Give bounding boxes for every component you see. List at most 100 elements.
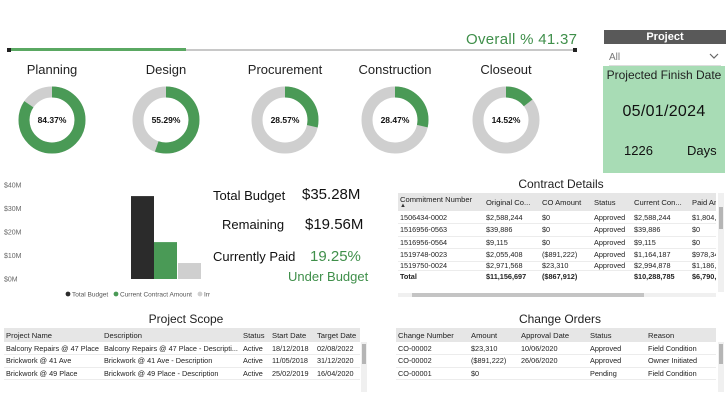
donut-fill (18, 86, 86, 154)
table-row[interactable]: CO-00002 ($891,222) 26/06/2020 Approved Owne… (396, 354, 716, 368)
change-orders-table: Change Number Amount Approval Date Statu… (396, 328, 716, 393)
table-row[interactable]: 1516956-0564 $9,115 $0 Approved $9,115 $0 (398, 236, 716, 249)
table-cell: Approved (592, 261, 632, 271)
phase-title: Procurement (247, 62, 323, 77)
table-row[interactable]: 1506434-0002 $2,588,244 $0 Approved $2,588,2… (398, 211, 716, 224)
budget-status: Under Budget (288, 269, 369, 284)
table-cell: Active (241, 367, 270, 380)
bar-total-budget[interactable] (131, 196, 154, 279)
table-cell: 10/06/2020 (519, 342, 588, 355)
remaining-value: $19.56M (305, 216, 364, 233)
table-header-row: Commitment Number ▲ Original Co... CO Amo… (398, 193, 716, 211)
column-header[interactable]: Approval Date (519, 328, 588, 342)
scope-vertical-scrollbar[interactable] (361, 342, 367, 392)
table-header-row: Change Number Amount Approval Date Statu… (396, 328, 716, 342)
column-header[interactable]: Change Number (396, 328, 469, 342)
phase-donut: 28.47% (361, 86, 429, 154)
table-cell: 25/02/2019 (270, 367, 315, 380)
table-row[interactable]: 1519750-0024 $2,971,568 $23,310 Approved $2,… (398, 261, 716, 271)
table-cell: CO-00002 (396, 354, 469, 368)
table-row[interactable]: Brickwork @ 41 Ave Brickwork @ 41 Ave - D… (4, 354, 360, 368)
table-row[interactable]: 1516956-0563 $39,886 $0 Approved $39,886 $0 (398, 223, 716, 237)
table-cell: ($891,222) (540, 248, 592, 262)
column-header[interactable]: Amount (469, 328, 519, 342)
table-cell (519, 367, 588, 380)
table-cell: 16/04/2020 (315, 367, 360, 380)
currently-paid-value: 19.25% (310, 248, 361, 265)
donut-label: 14.52% (492, 115, 521, 125)
scrollbar-thumb[interactable] (362, 344, 366, 364)
phase-design[interactable]: Design 55.29% (111, 62, 221, 162)
bar-invoice-paid[interactable] (178, 263, 201, 279)
chevron-down-icon[interactable] (709, 52, 719, 62)
table-cell: 26/06/2020 (519, 354, 588, 368)
table-cell: 11/05/2018 (270, 354, 315, 368)
y-tick-label: $0M (4, 277, 18, 284)
donut-fill (132, 86, 200, 154)
donut-fill (251, 86, 319, 154)
project-slicer-header: Project (604, 30, 726, 44)
project-scope-table: Project Name Description Status Start Da… (4, 328, 360, 393)
column-header[interactable]: Paid Am (690, 193, 716, 211)
phase-planning[interactable]: Planning 84.37% (0, 62, 107, 162)
phase-donut: 55.29% (132, 86, 200, 154)
table-cell: $1,186, (690, 261, 716, 271)
table-row[interactable]: Brickwork @ 49 Place Brickwork @ 49 Place… (4, 367, 360, 380)
project-dropdown[interactable]: All (609, 52, 721, 66)
total-budget-value: $35.28M (302, 186, 361, 203)
y-tick-label: $30M (4, 206, 22, 213)
legend-marker (113, 291, 119, 297)
legend-entry[interactable]: Invoice Paid (204, 292, 210, 299)
phase-title: Construction (358, 62, 432, 77)
y-tick-label: $10M (4, 253, 22, 260)
finish-date-label: Projected Finish Date (606, 68, 722, 82)
column-header[interactable]: Target Date (315, 328, 360, 342)
table-cell: $2,588,244 (632, 211, 690, 224)
table-cell: $0 (469, 367, 519, 380)
column-header[interactable]: Original Co... (484, 193, 540, 211)
table-cell: $1,804,3 (690, 211, 716, 224)
contract-horizontal-scrollbar[interactable] (398, 293, 716, 297)
phase-title: Closeout (480, 62, 532, 77)
column-header[interactable]: Status (592, 193, 632, 211)
column-header[interactable]: Start Date (270, 328, 315, 342)
overall-value: 41.37 (538, 31, 578, 48)
column-header[interactable]: Project Name (4, 328, 102, 342)
scrollbar-thumb[interactable] (719, 207, 723, 229)
column-header[interactable]: Current Con... (632, 193, 690, 211)
column-header[interactable]: Status (588, 328, 646, 342)
column-header[interactable]: CO Amount (540, 193, 592, 211)
change-orders-vertical-scrollbar[interactable] (718, 342, 724, 392)
table-row[interactable]: CO-00001 $0 Pending Field Condition (396, 367, 716, 380)
table-row[interactable]: 1519748-0023 $2,055,408 ($891,222) Approved… (398, 248, 716, 262)
scrollbar-thumb[interactable] (719, 344, 723, 364)
column-header[interactable]: Description (102, 328, 241, 342)
sort-ascending-icon[interactable]: ▲ (400, 203, 406, 209)
column-header[interactable]: Commitment Number ▲ (398, 193, 484, 211)
phase-donut: 14.52% (472, 86, 540, 154)
table-cell: Brickwork @ 49 Place (4, 367, 102, 380)
phase-procurement[interactable]: Procurement 28.57% (230, 62, 340, 162)
table-row[interactable]: Balcony Repairs @ 47 Place Balcony Repair… (4, 342, 360, 355)
table-cell: Active (241, 354, 270, 368)
scrollbar-thumb[interactable] (412, 293, 644, 297)
y-tick-label: $20M (4, 230, 22, 237)
column-header[interactable]: Reason (646, 328, 716, 342)
phase-construction[interactable]: Construction 28.47% (340, 62, 450, 162)
table-cell: 1519748-0023 (398, 248, 484, 262)
days-remaining-label: Days (687, 143, 717, 158)
legend-entry[interactable]: Total Budget (72, 292, 108, 299)
phase-closeout[interactable]: Closeout 14.52% (451, 62, 561, 162)
table-cell: $1,164,187 (632, 248, 690, 262)
table-cell: CO-00001 (396, 367, 469, 380)
column-header[interactable]: Status (241, 328, 270, 342)
bar-current-contract-amount[interactable] (154, 242, 177, 279)
contract-vertical-scrollbar[interactable] (718, 193, 724, 292)
table-cell: $2,055,408 (484, 248, 540, 262)
table-cell: $39,886 (484, 223, 540, 237)
table-row[interactable]: CO-00002 $23,310 10/06/2020 Approved Field C… (396, 342, 716, 355)
legend-entry[interactable]: Current Contract Amount (120, 292, 192, 299)
total-cell: $10,288,785 (632, 269, 690, 283)
phase-title: Design (145, 62, 187, 77)
table-cell: $978,34 (690, 248, 716, 262)
